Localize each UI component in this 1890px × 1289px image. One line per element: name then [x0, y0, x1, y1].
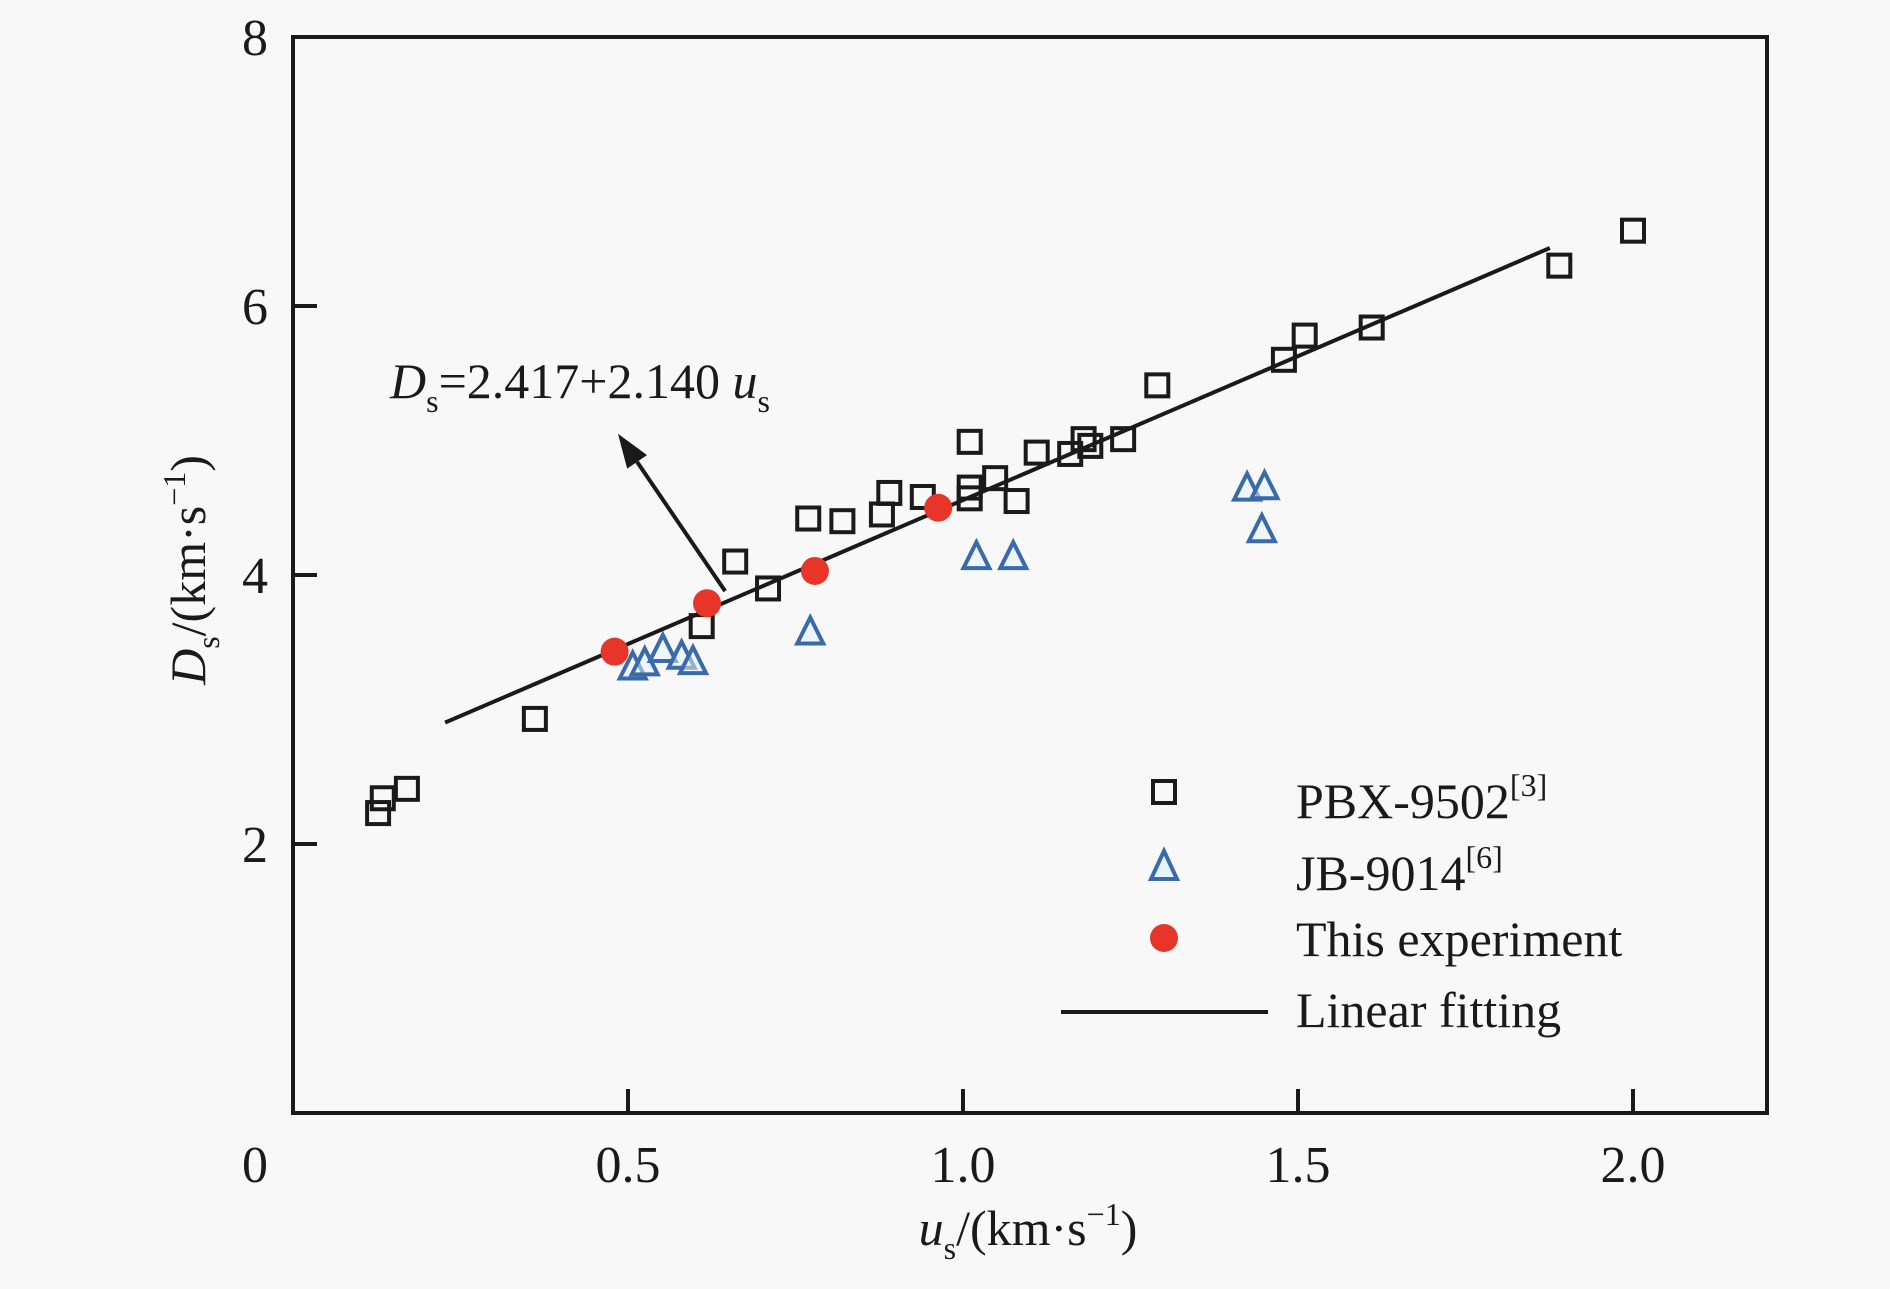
- x-tick-label: 0.5: [596, 1137, 661, 1194]
- legend-square-marker: [1151, 779, 1177, 805]
- pbx-9502-point: [1546, 252, 1573, 279]
- experiment-point: [800, 556, 829, 585]
- eq-var-sub: s: [757, 383, 769, 419]
- pbx-9502-point: [795, 505, 822, 532]
- jb-9014-point: [794, 613, 827, 646]
- x-tick-label: 0: [242, 1137, 268, 1194]
- pbx-9502-point: [829, 508, 856, 535]
- axis-ticks: 0 0.5 1.0 1.5 2.0 2 4 6 8: [242, 10, 1666, 1194]
- jb-9014-point: [676, 642, 710, 676]
- pbx-9502-point: [982, 465, 1009, 492]
- eq-lhs-sub: s: [426, 383, 438, 419]
- jb-9014-point: [1245, 510, 1279, 544]
- x-tick-label: 1.5: [1266, 1137, 1331, 1194]
- pbx-9502-point: [1003, 488, 1030, 515]
- y-axis-title-unit: /(km·s: [160, 506, 216, 637]
- x-axis-title-sup: −1: [1087, 1196, 1121, 1232]
- y-axis-title-sup: −1: [156, 472, 192, 506]
- legend-label-fit: Linear fitting: [1296, 982, 1561, 1038]
- legend-circle-marker: [1150, 924, 1178, 952]
- legend-label-experiment: This experiment: [1296, 911, 1622, 967]
- plot-marks: [365, 217, 1646, 827]
- arrow-head: [617, 433, 648, 469]
- x-axis-title-unit: /(km·s: [956, 1200, 1087, 1256]
- pbx-9502-point: [722, 548, 749, 575]
- pbx-9502-point: [868, 501, 895, 528]
- legend-item-fit: Linear fitting: [1061, 982, 1561, 1038]
- pbx-9502-point: [365, 800, 392, 827]
- pbx-9502-point: [956, 485, 983, 512]
- pbx-9502-point: [1270, 346, 1297, 373]
- legend-item-experiment: This experiment: [1150, 911, 1622, 967]
- experiment-point: [600, 637, 629, 666]
- arrow-shaft: [635, 460, 727, 593]
- y-axis-title-sub: s: [190, 636, 226, 648]
- y-tick-label: 2: [242, 817, 268, 874]
- pbx-9502-point: [1291, 322, 1318, 349]
- jb-9014-point: [1248, 467, 1281, 501]
- x-axis-title-close: ): [1121, 1200, 1138, 1256]
- fit-equation: Ds=2.417+2.140 us: [389, 353, 770, 419]
- legend-label-pbx: PBX-9502[3]: [1296, 767, 1547, 829]
- y-axis-title: Ds/(km·s−1): [156, 455, 226, 686]
- pbx-9502-point: [1144, 372, 1171, 399]
- y-tick-label: 6: [242, 279, 268, 336]
- eq-rhs: =2.417+2.140: [439, 353, 733, 409]
- pbx-9502-point: [369, 785, 396, 812]
- y-tick-label: 4: [242, 548, 268, 605]
- legend: PBX-9502[3] JB-9014[6] This experiment L…: [1061, 767, 1622, 1038]
- x-tick-label: 2.0: [1601, 1137, 1666, 1194]
- experiment-point: [693, 589, 722, 618]
- linear-fit-line: [444, 246, 1551, 725]
- pbx-9502-point: [521, 705, 548, 732]
- eq-lhs: D: [389, 353, 426, 409]
- pbx-9502-point: [1023, 439, 1050, 466]
- pbx-9502-point: [1110, 426, 1137, 453]
- x-axis-title-main: u: [919, 1200, 944, 1256]
- pbx-9502-point: [393, 775, 420, 802]
- legend-item-pbx: PBX-9502[3]: [1151, 767, 1547, 829]
- eq-var: u: [732, 353, 757, 409]
- y-axis-title-close: ): [160, 455, 216, 472]
- annotation-arrow: [617, 433, 727, 593]
- legend-label-jb: JB-9014[6]: [1296, 839, 1503, 901]
- y-axis-title-main: D: [160, 649, 216, 686]
- x-axis-title: us/(km·s−1): [919, 1196, 1138, 1266]
- pbx-9502-point: [876, 479, 903, 506]
- experiment-point: [924, 493, 953, 522]
- jb-9014-point: [646, 630, 680, 663]
- x-tick-label: 1.0: [931, 1137, 996, 1194]
- jb-9014-point: [997, 537, 1030, 571]
- legend-triangle-marker: [1147, 846, 1181, 881]
- pbx-9502-point: [956, 428, 983, 455]
- pbx-9502-point: [1077, 432, 1104, 459]
- jb-9014-point: [960, 537, 993, 571]
- pbx-9502-point: [688, 613, 715, 640]
- legend-item-jb: JB-9014[6]: [1147, 839, 1503, 901]
- x-axis-title-sub: s: [944, 1230, 956, 1266]
- pbx-9502-point: [1620, 217, 1646, 244]
- y-tick-label: 8: [242, 10, 268, 67]
